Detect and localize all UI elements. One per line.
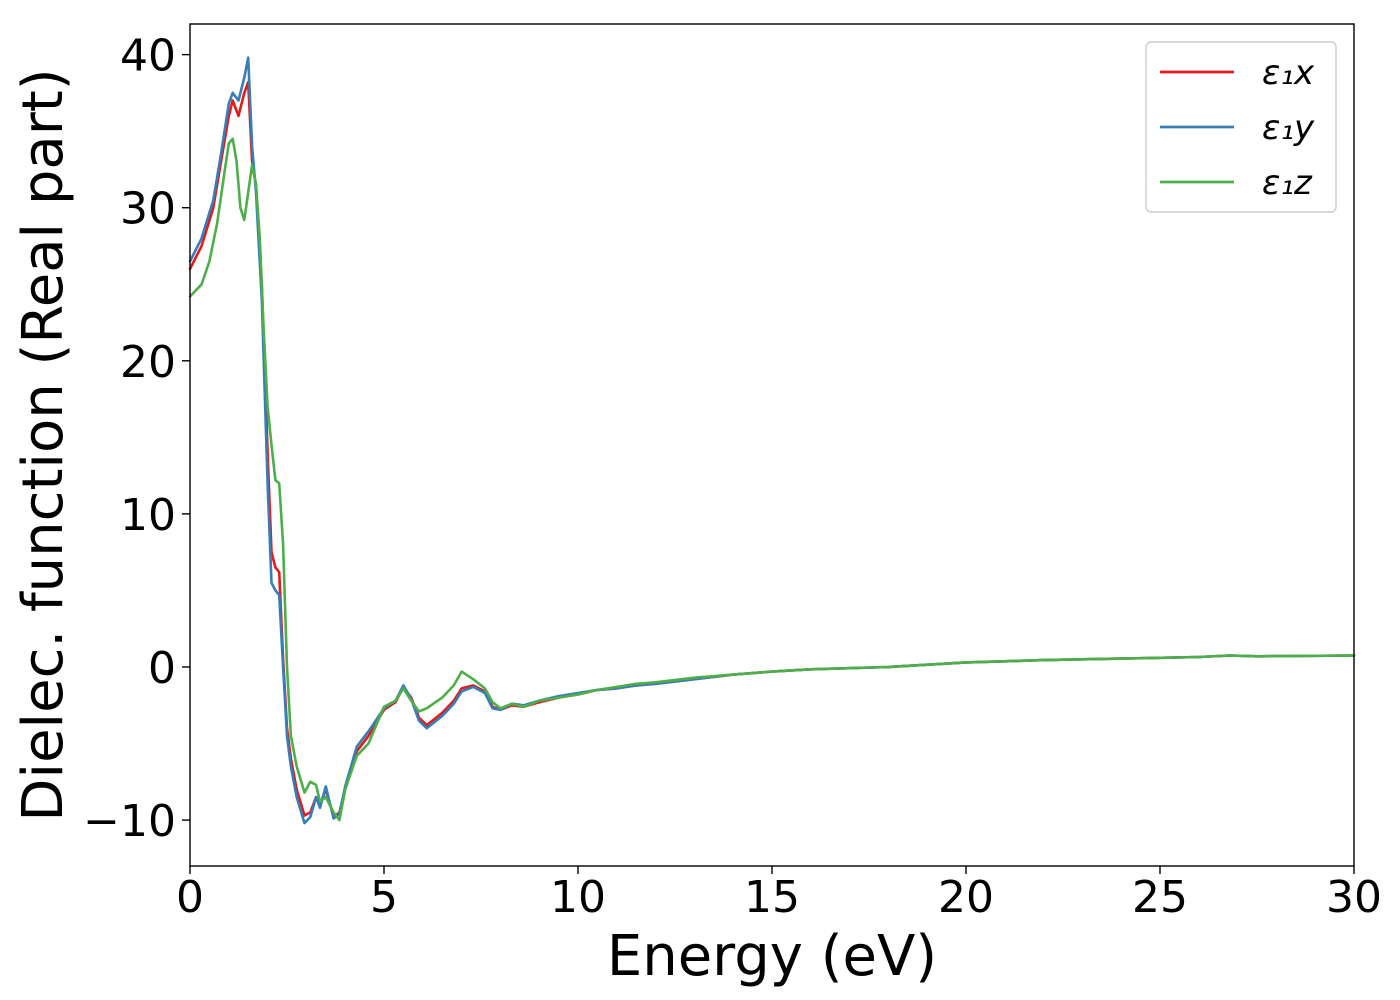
y-tick-label: 0 [148,643,176,694]
x-tick-label: 25 [1132,872,1188,923]
x-tick-label: 5 [370,872,398,923]
legend-items: ε₁x ε₁y ε₁z [1160,53,1315,203]
y-tick-label: 20 [120,337,176,388]
x-tick-label: 30 [1326,872,1382,923]
legend-box [1145,41,1337,213]
y-axis-label: Dielec. function (Real part) [11,68,76,821]
y-tick-label: −10 [83,796,176,847]
x-axis-ticks: 0 5 10 15 20 25 30 [176,866,1382,923]
legend-label-3: ε₁z [1262,163,1313,203]
x-tick-label: 0 [176,872,204,923]
y-tick-label: 30 [120,184,176,235]
x-tick-label: 15 [744,872,800,923]
y-axis-ticks: −10 0 10 20 30 40 [83,31,190,847]
y-tick-label: 10 [120,490,176,541]
x-tick-label: 20 [938,872,994,923]
legend-label-1: ε₁x [1262,53,1315,93]
y-tick-label: 40 [120,31,176,82]
series-line-3 [188,137,1356,822]
legend: ε₁x ε₁y ε₁z [1145,41,1337,213]
series-layer [188,56,1356,825]
x-tick-label: 10 [550,872,606,923]
legend-label-2: ε₁y [1262,108,1315,148]
x-axis-label: Energy (eV) [607,924,937,989]
